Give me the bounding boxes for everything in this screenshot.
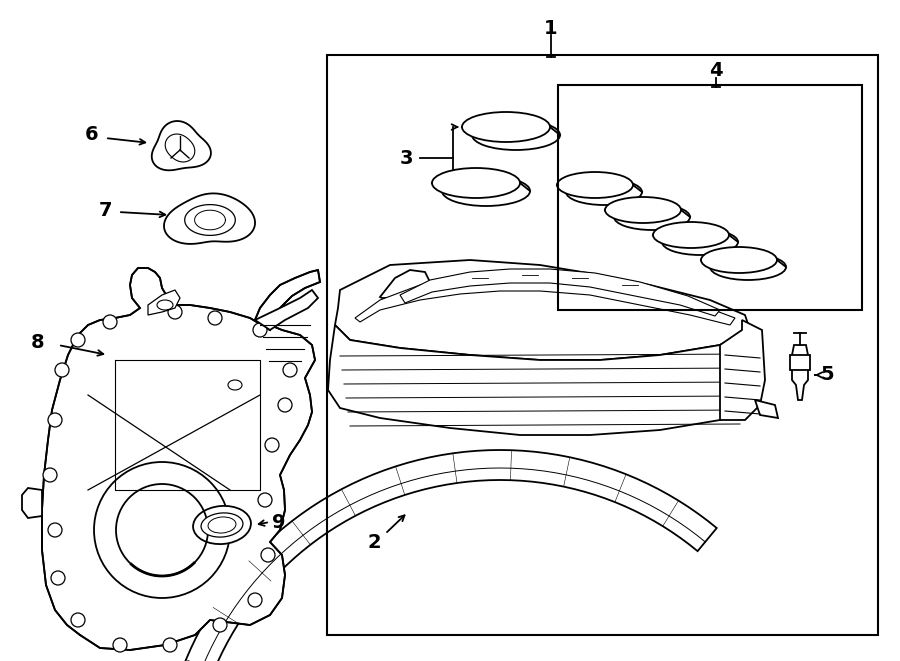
- Text: 6: 6: [86, 126, 99, 145]
- Circle shape: [248, 593, 262, 607]
- Circle shape: [261, 548, 275, 562]
- Polygon shape: [790, 355, 810, 370]
- Circle shape: [43, 468, 57, 482]
- Polygon shape: [160, 450, 716, 661]
- Circle shape: [253, 323, 267, 337]
- Circle shape: [48, 413, 62, 427]
- Circle shape: [71, 333, 85, 347]
- Ellipse shape: [472, 120, 560, 150]
- Text: 7: 7: [99, 200, 112, 219]
- Circle shape: [168, 305, 182, 319]
- Ellipse shape: [614, 204, 690, 230]
- Bar: [327, 55, 878, 635]
- Polygon shape: [152, 121, 211, 171]
- Ellipse shape: [201, 513, 243, 537]
- Polygon shape: [400, 269, 720, 316]
- Circle shape: [51, 571, 65, 585]
- Circle shape: [48, 523, 62, 537]
- Circle shape: [213, 618, 227, 632]
- Polygon shape: [792, 345, 808, 400]
- Ellipse shape: [653, 222, 729, 248]
- Circle shape: [113, 638, 127, 652]
- Polygon shape: [255, 290, 318, 330]
- Text: 9: 9: [272, 512, 285, 531]
- Polygon shape: [380, 270, 430, 298]
- Text: 1: 1: [544, 19, 558, 38]
- Polygon shape: [720, 320, 765, 420]
- Circle shape: [163, 638, 177, 652]
- Text: 8: 8: [31, 332, 44, 352]
- Polygon shape: [22, 488, 42, 518]
- Ellipse shape: [566, 179, 642, 205]
- Circle shape: [103, 315, 117, 329]
- Circle shape: [94, 462, 230, 598]
- Polygon shape: [328, 325, 762, 435]
- Ellipse shape: [462, 112, 550, 142]
- Polygon shape: [164, 194, 255, 244]
- Ellipse shape: [442, 176, 530, 206]
- Ellipse shape: [662, 229, 738, 255]
- Polygon shape: [755, 400, 778, 418]
- Ellipse shape: [557, 172, 633, 198]
- Bar: [558, 85, 862, 310]
- Text: 4: 4: [709, 61, 723, 79]
- Text: 3: 3: [400, 149, 413, 167]
- Text: 2: 2: [367, 533, 381, 553]
- Circle shape: [258, 493, 272, 507]
- Circle shape: [71, 613, 85, 627]
- Circle shape: [208, 311, 222, 325]
- Polygon shape: [184, 205, 235, 235]
- Ellipse shape: [710, 254, 786, 280]
- Ellipse shape: [432, 168, 520, 198]
- Polygon shape: [42, 268, 320, 650]
- Text: 5: 5: [820, 366, 833, 385]
- Circle shape: [278, 398, 292, 412]
- Circle shape: [283, 363, 297, 377]
- Ellipse shape: [605, 197, 681, 223]
- Ellipse shape: [701, 247, 777, 273]
- Circle shape: [55, 363, 69, 377]
- Ellipse shape: [194, 506, 251, 544]
- Polygon shape: [148, 290, 180, 315]
- Polygon shape: [355, 274, 735, 325]
- Polygon shape: [166, 134, 194, 162]
- Circle shape: [265, 438, 279, 452]
- Polygon shape: [335, 260, 750, 360]
